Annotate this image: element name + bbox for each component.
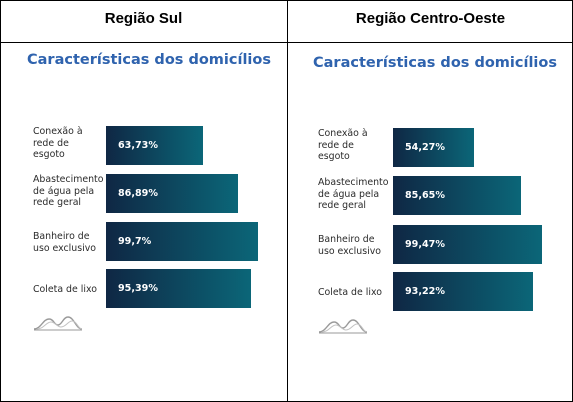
category-label-line: de água pela [33,185,95,197]
category-label: Banheiro de uso exclusivo [318,234,381,257]
bar [393,225,543,264]
category-label: Conexão à rede de esgoto [318,128,368,163]
chart-title-centro-oeste: Características dos domicílios [313,55,557,71]
bar [393,128,475,167]
bar-value-label: 99,7% [118,236,152,247]
category-label-line: uso exclusivo [318,245,382,257]
category-label-line: rede de [318,139,354,151]
category-label-line: Abastecimento [33,174,104,185]
category-label-line: Banheiro de [33,231,90,242]
mountain-logo-icon [318,319,368,334]
category-label-line: Conexão à [33,126,83,137]
chart-title-sul: Características dos domicílios [27,52,271,68]
category-label-line: Abastecimento [318,177,389,188]
bar-value-label: 63,73% [118,140,158,151]
bar [393,176,522,215]
category-label: Conexão à rede de esgoto [33,126,83,161]
category-label: Abastecimento de água pela rede geral [33,174,103,209]
bar-value-label: 54,27% [405,142,445,153]
bar-value-label: 95,39% [118,283,158,294]
bar-value-label: 99,47% [405,239,445,250]
bar-value-label: 85,65% [405,190,445,201]
category-label: Coleta de lixo [318,287,382,299]
category-label-line: uso exclusivo [33,242,97,254]
category-label-line: rede geral [318,200,367,211]
category-label-line: rede geral [33,197,82,208]
region-sul-header: Região Sul [104,10,183,27]
category-label-line: esgoto [318,151,350,162]
category-label: Banheiro de uso exclusivo [33,231,96,254]
category-label: Coleta de lixo [33,284,97,296]
category-label-line: esgoto [33,149,65,160]
category-label: Abastecimento de água pela rede geral [318,177,388,212]
bar [106,126,203,165]
bar-value-label: 86,89% [118,188,158,199]
category-label-line: de água pela [318,188,380,200]
category-label-line: Conexão à [318,128,368,139]
mountain-logo-icon [33,316,83,331]
bar [106,174,239,213]
bar [106,269,251,308]
bar [393,272,533,311]
bar-value-label: 93,22% [405,286,445,297]
region-centro-oeste-header: Região Centro-Oeste [355,10,506,27]
category-label-line: Coleta de lixo [33,284,97,295]
bar [106,222,258,261]
category-label-line: rede de [33,137,69,149]
category-label-line: Coleta de lixo [318,287,382,298]
category-label-line: Banheiro de [318,234,375,245]
